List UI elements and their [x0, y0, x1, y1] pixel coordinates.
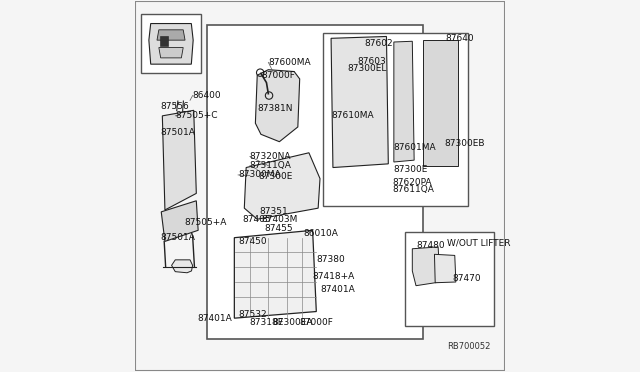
Text: 86010A: 86010A: [303, 230, 339, 238]
Text: 87455: 87455: [264, 224, 293, 233]
Text: 87501A: 87501A: [161, 128, 195, 137]
Text: 87300E: 87300E: [259, 172, 292, 181]
Polygon shape: [172, 260, 193, 273]
Polygon shape: [394, 41, 414, 162]
Text: 87603: 87603: [357, 57, 386, 66]
Polygon shape: [424, 40, 458, 166]
Text: 87300EB: 87300EB: [445, 139, 485, 148]
Text: 87405: 87405: [243, 215, 271, 224]
Text: 87620PA: 87620PA: [392, 178, 431, 187]
Text: 87480: 87480: [416, 241, 445, 250]
Polygon shape: [149, 23, 193, 64]
Polygon shape: [255, 70, 300, 142]
Polygon shape: [207, 25, 424, 339]
Polygon shape: [435, 254, 456, 283]
Text: 87318E: 87318E: [250, 318, 284, 327]
Text: 86400: 86400: [193, 91, 221, 100]
Text: 87611QA: 87611QA: [392, 185, 434, 194]
Polygon shape: [405, 232, 493, 326]
Polygon shape: [161, 201, 198, 241]
Text: 87300MA: 87300MA: [238, 170, 281, 179]
Text: 87610MA: 87610MA: [331, 111, 374, 121]
Polygon shape: [323, 33, 468, 206]
Text: 87320NA: 87320NA: [250, 152, 291, 161]
Text: 87000F: 87000F: [300, 318, 333, 327]
Text: 87450: 87450: [238, 237, 267, 246]
Polygon shape: [234, 230, 316, 318]
Text: 87300E: 87300E: [394, 165, 428, 174]
Text: 87401A: 87401A: [197, 314, 232, 323]
Bar: [160, 36, 168, 46]
Polygon shape: [244, 153, 320, 219]
Polygon shape: [163, 110, 196, 210]
Polygon shape: [157, 30, 185, 40]
Text: 87300EL: 87300EL: [348, 64, 387, 73]
Polygon shape: [141, 14, 201, 73]
Text: 87532: 87532: [239, 310, 268, 319]
Text: 87556: 87556: [161, 102, 189, 111]
Text: 87351: 87351: [259, 207, 288, 217]
Text: 87602: 87602: [364, 39, 393, 48]
Text: 87470: 87470: [452, 274, 481, 283]
Text: 87601MA: 87601MA: [393, 143, 436, 152]
Text: W/OUT LIFTER: W/OUT LIFTER: [447, 239, 511, 248]
Text: 87401A: 87401A: [320, 285, 355, 294]
Text: 87000F: 87000F: [261, 71, 295, 80]
Text: 87501A: 87501A: [161, 233, 195, 242]
Text: 87600MA: 87600MA: [268, 58, 311, 67]
Text: 87300EA: 87300EA: [272, 318, 312, 327]
Text: 87505+C: 87505+C: [175, 111, 218, 121]
Text: 87380: 87380: [316, 255, 345, 264]
Text: RB700052: RB700052: [447, 342, 491, 351]
Polygon shape: [412, 247, 440, 286]
Text: 87505+A: 87505+A: [184, 218, 227, 227]
Text: 87381N: 87381N: [257, 104, 292, 113]
Text: 87311QA: 87311QA: [250, 161, 292, 170]
Polygon shape: [159, 48, 183, 58]
Polygon shape: [331, 36, 388, 167]
Text: 87640: 87640: [445, 34, 474, 43]
Text: 87418+A: 87418+A: [312, 272, 355, 281]
Text: 87403M: 87403M: [261, 215, 298, 224]
